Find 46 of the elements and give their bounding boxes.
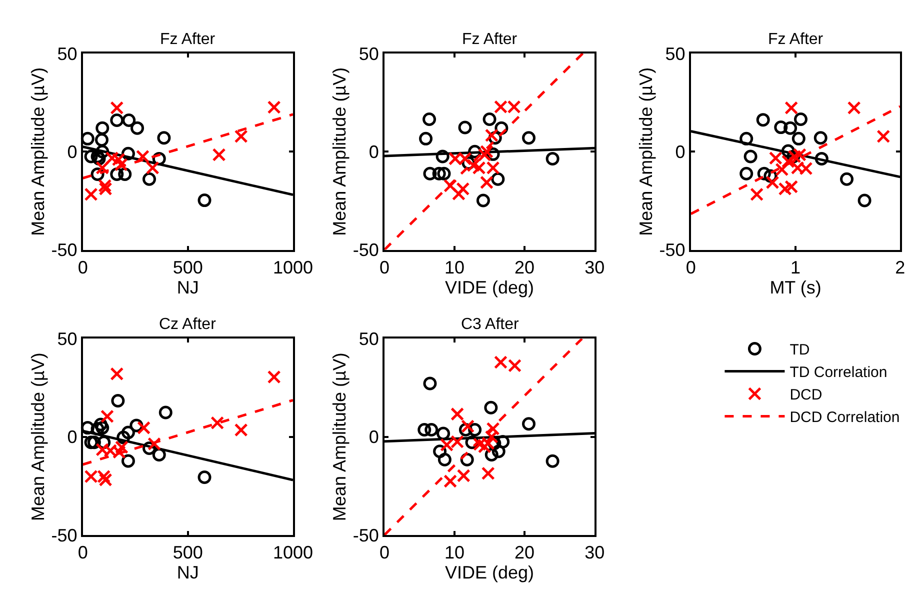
y-tick-label: 0 <box>675 142 686 162</box>
x-tick-label: 10 <box>444 257 465 278</box>
y-axis-title: Mean Amplitude (µV) <box>28 67 48 236</box>
x-tick-label: 30 <box>584 257 605 278</box>
x-axis-title: NJ <box>176 277 199 298</box>
x-tick-label: 2 <box>895 257 906 278</box>
y-tick-label: 50 <box>358 44 379 64</box>
chart-title: Fz After <box>160 31 216 48</box>
y-tick-label: -50 <box>352 240 379 260</box>
y-tick-label: 0 <box>368 427 379 448</box>
legend-label: DCD Correlation <box>790 409 900 426</box>
y-axis-title: Mean Amplitude (µV) <box>330 67 350 236</box>
y-tick-label: 0 <box>67 142 78 162</box>
legend-label: DCD <box>790 386 822 404</box>
x-tick-label: 10 <box>444 542 465 563</box>
x-tick-label: 1000 <box>272 542 314 563</box>
y-tick-label: 50 <box>57 329 78 350</box>
x-tick-label: 500 <box>172 542 203 563</box>
chart-title: Cz After <box>159 316 217 333</box>
x-tick-label: 500 <box>172 257 203 278</box>
x-tick-label: 20 <box>514 542 535 563</box>
y-axis-title: Mean Amplitude (µV) <box>28 352 48 522</box>
y-tick-label: 50 <box>358 329 379 350</box>
y-tick-label: -50 <box>51 525 78 546</box>
y-tick-label: 50 <box>665 44 686 64</box>
y-tick-label: -50 <box>51 240 78 260</box>
x-tick-label: 1 <box>790 257 801 278</box>
y-axis-title: Mean Amplitude (µV) <box>636 67 656 236</box>
chart-title: C3 After <box>461 316 520 333</box>
x-tick-label: 1000 <box>272 257 314 278</box>
x-axis-title: VIDE (deg) <box>445 562 534 583</box>
y-axis-title: Mean Amplitude (µV) <box>330 352 350 522</box>
x-tick-label: 30 <box>584 542 605 563</box>
y-tick-label: -50 <box>352 525 379 546</box>
x-axis-title: NJ <box>176 562 199 583</box>
x-tick-label: 20 <box>514 257 535 278</box>
y-tick-label: 50 <box>57 44 78 64</box>
legend-label: TD Correlation <box>790 364 888 382</box>
y-tick-label: 0 <box>67 427 78 448</box>
x-axis-title: VIDE (deg) <box>445 277 534 298</box>
legend-label: TD <box>790 342 810 359</box>
x-axis-title: MT (s) <box>770 277 822 298</box>
y-tick-label: 0 <box>368 142 379 162</box>
chart-title: Fz After <box>462 31 518 48</box>
y-tick-label: -50 <box>659 240 686 260</box>
chart-title: Fz After <box>768 31 824 48</box>
